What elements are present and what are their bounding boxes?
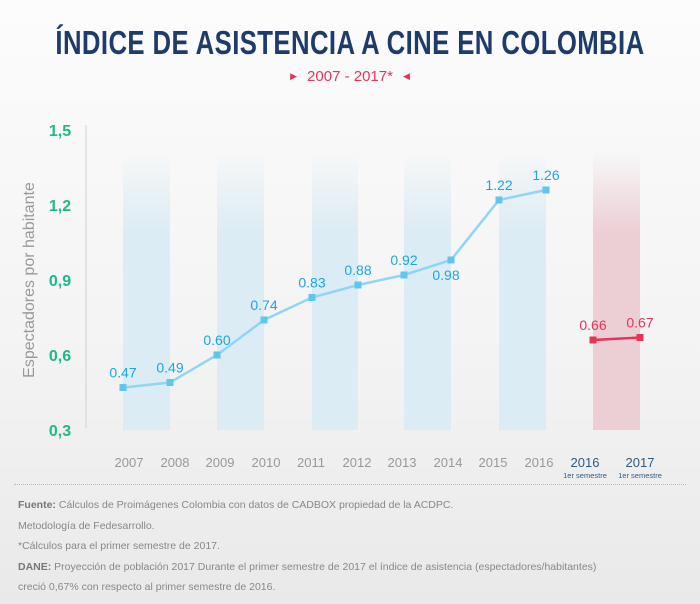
data-label: 0.66: [579, 317, 606, 333]
y-tick-label: 0,9: [49, 273, 71, 290]
x-tick-label: 2010: [252, 455, 281, 470]
chart-subtitle: ▶ 2007 - 2017* ◀: [0, 68, 700, 85]
dane-label: DANE:: [18, 560, 52, 573]
subtitle-text: 2007 - 2017*: [307, 68, 393, 85]
data-point: [636, 334, 644, 341]
data-point: [119, 384, 127, 391]
dane-text: Proyección de población 2017 Durante el …: [51, 560, 597, 573]
data-point: [495, 196, 503, 204]
data-point: [354, 281, 362, 289]
column-band: [499, 150, 546, 430]
note-line: creció 0,67% con respecto al primer seme…: [18, 581, 276, 593]
x-tick-label: 2008: [161, 455, 190, 470]
line-chart: Espectadores por habitante 1,5 1,2 0,9 0,6 0…: [21, 123, 662, 480]
column-band: [404, 150, 451, 430]
series-line: [122, 188, 547, 389]
data-label: 1.26: [532, 167, 559, 183]
data-label: 0.98: [432, 267, 459, 283]
data-point: [308, 294, 316, 301]
data-point: [589, 336, 597, 344]
data-label: 0.47: [109, 365, 136, 381]
chart-title: ÍNDICE DE ASISTENCIA A CINE EN COLOMBIA: [55, 24, 645, 61]
y-axis-label: Espectadores por habitante: [21, 182, 38, 378]
y-tick-label: 0,3: [49, 423, 71, 440]
data-point: [166, 379, 174, 386]
x-tick-label: 2017: [626, 455, 655, 470]
x-tick-label: 2011: [297, 455, 325, 470]
x-tick-label: 2009: [206, 455, 235, 470]
triangle-left-icon: ◀: [402, 71, 410, 81]
notes: Fuente: Cálculos de Proimágenes Colombia…: [18, 495, 596, 598]
data-point: [213, 351, 221, 359]
x-tick-label: 2014: [434, 455, 463, 470]
data-point: [260, 316, 268, 324]
note-line: *Cálculos para el primer semestre de 201…: [18, 540, 220, 552]
series-line: [592, 336, 641, 342]
x-tick-sublabel: 1er semestre: [618, 471, 662, 480]
x-tick-sublabel: 1er semestre: [563, 471, 607, 480]
data-label: 1.22: [485, 177, 512, 193]
y-tick-label: 1,2: [49, 198, 71, 215]
data-point: [542, 186, 550, 194]
x-tick-label: 2016: [571, 455, 600, 470]
x-tick-label: 2007: [115, 455, 144, 470]
data-label: 0.60: [203, 332, 230, 348]
data-label: 0.92: [390, 252, 417, 268]
x-tick-label: 2013: [388, 455, 417, 470]
data-label: 0.88: [344, 262, 371, 278]
data-label: 0.74: [250, 297, 277, 313]
x-tick-label: 2012: [343, 455, 372, 470]
triangle-right-icon: ▶: [290, 71, 298, 81]
data-label: 0.49: [156, 360, 183, 376]
fuente-label: Fuente:: [18, 499, 56, 511]
note-line: Metodología de Fedesarrollo.: [18, 519, 155, 532]
data-label: 0.67: [626, 315, 653, 331]
semester-band: [593, 150, 640, 430]
data-label: 0.83: [298, 275, 325, 291]
data-point: [447, 256, 455, 264]
fuente-text: Cálculos de Proimágenes Colombia con dat…: [55, 499, 454, 511]
y-tick-label: 0,6: [49, 348, 71, 365]
x-tick-label: 2015: [479, 455, 508, 470]
divider: [14, 484, 686, 485]
y-tick-label: 1,5: [49, 123, 71, 140]
x-tick-label: 2016: [525, 455, 554, 470]
data-point: [400, 271, 408, 279]
column-band: [217, 150, 264, 430]
